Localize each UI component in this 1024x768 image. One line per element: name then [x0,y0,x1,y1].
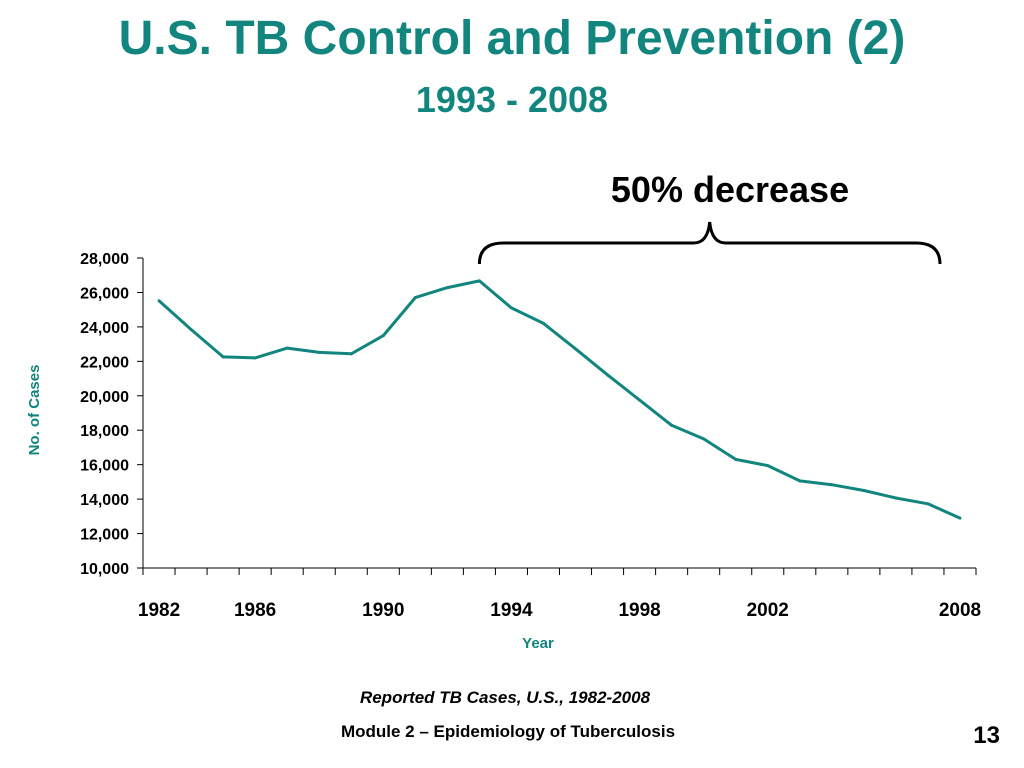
data-point [509,306,513,310]
y-axis-ticks: 10,000 12,000 14,000 16,000 18,000 20,000 22,0… [80,251,143,578]
data-point [798,479,802,483]
y-tick-label: 28,000 [80,251,129,268]
decrease-annotation: 50% decrease [611,169,849,210]
data-point [445,286,449,290]
data-point [638,398,642,402]
data-point [349,352,353,356]
data-point [381,334,385,338]
chart-caption: Reported TB Cases, U.S., 1982-2008 [359,688,651,707]
y-tick-label: 22,000 [80,354,129,371]
data-point [413,296,417,300]
data-point [541,321,545,325]
y-tick-label: 18,000 [80,423,129,440]
x-tick-label: 1998 [618,600,660,621]
data-point [317,350,321,354]
data-point [606,373,610,377]
y-tick-label: 20,000 [80,389,129,406]
data-point [157,299,161,303]
data-point [862,489,866,493]
y-tick-label: 12,000 [80,527,129,544]
x-tick-label: 1990 [362,600,404,621]
data-point [477,279,481,283]
x-tick-label: 1982 [138,600,180,621]
data-point [958,516,962,520]
data-point [285,346,289,350]
x-tick-label: 1994 [490,600,533,621]
y-tick-label: 24,000 [80,320,129,337]
data-point [830,483,834,487]
data-point [894,496,898,500]
y-tick-label: 10,000 [80,561,129,578]
data-point [766,464,770,468]
data-point [926,502,930,506]
data-point [253,356,257,360]
y-tick-label: 14,000 [80,492,129,509]
page-number: 13 [973,722,1000,749]
data-point [702,437,706,441]
x-tick-label: 2008 [939,600,981,621]
series-line-tb-cases [157,279,961,520]
decrease-bracket [477,221,942,265]
data-point [221,355,225,359]
data-point [670,423,674,427]
x-tick-label: 1986 [234,600,276,621]
x-tick-label: 2002 [747,600,789,621]
chart-axes [142,258,976,569]
x-axis-label: Year [522,635,554,652]
slide-subtitle: 1993 - 2008 [415,79,609,120]
data-point [574,347,578,351]
data-point [734,457,738,461]
x-axis-ticks: 1982 1986 1990 1994 1998 2002 2008 [138,568,981,621]
data-point [189,328,193,332]
y-axis-label: No. of Cases [26,365,43,456]
slide-footer: Module 2 – Epidemiology of Tuberculosis [340,722,676,741]
y-tick-label: 26,000 [80,285,129,302]
y-tick-label: 16,000 [80,458,129,475]
slide-title: U.S. TB Control and Prevention (2) [118,12,906,65]
